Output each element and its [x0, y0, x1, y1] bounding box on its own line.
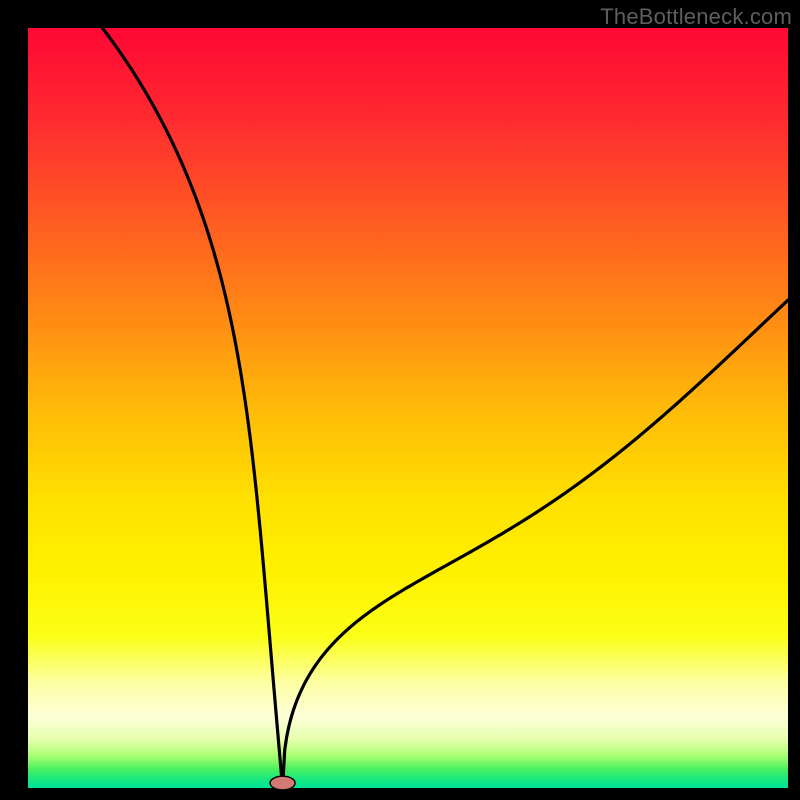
optimum-marker [270, 776, 295, 790]
watermark-text: TheBottleneck.com [600, 4, 792, 30]
